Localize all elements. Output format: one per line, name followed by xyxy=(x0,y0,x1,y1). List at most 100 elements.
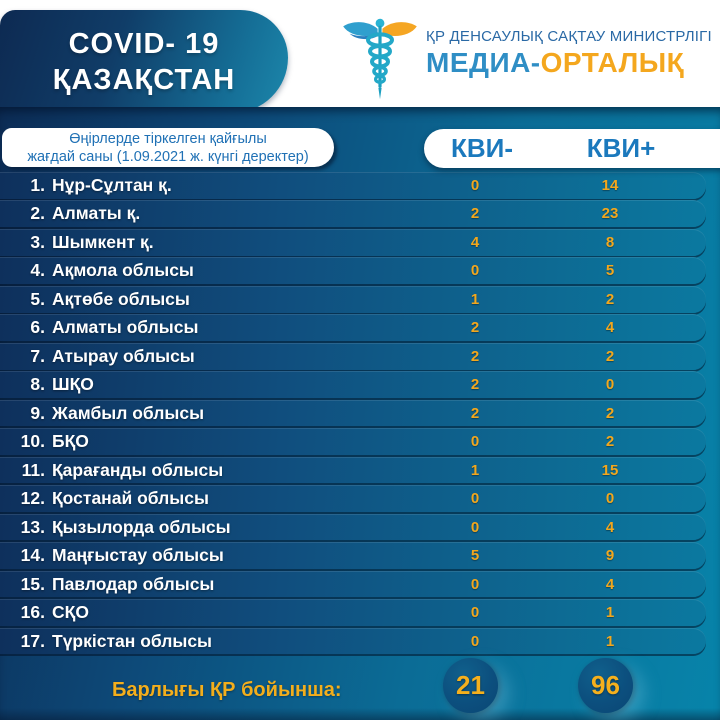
region-kvi-minus-value: 0 xyxy=(470,604,480,622)
column-header-kvi-minus: КВИ- xyxy=(451,133,513,163)
media-center-name: МЕДИА-ОРТАЛЫҚ xyxy=(426,47,712,79)
region-name: ШҚО xyxy=(52,374,94,395)
region-index: 17. xyxy=(20,630,45,651)
region-kvi-minus-value: 1 xyxy=(470,461,480,479)
region-index: 2. xyxy=(30,203,45,224)
region-kvi-plus-value: 1 xyxy=(605,632,615,650)
column-header-pill: КВИ- КВИ+ xyxy=(424,129,720,168)
region-index: 4. xyxy=(30,260,45,281)
region-kvi-minus-value: 2 xyxy=(470,347,480,365)
region-index: 8. xyxy=(30,374,45,395)
region-index: 16. xyxy=(20,602,45,623)
region-kvi-minus-value: 5 xyxy=(470,547,480,565)
region-kvi-minus-value: 1 xyxy=(470,290,480,308)
table-row: 13. Қызылорда облысы 0 4 xyxy=(0,513,706,541)
table-row: 8. ШҚО 2 0 xyxy=(0,371,706,398)
region-kvi-plus-value: 23 xyxy=(601,205,619,223)
table-row: 4. Ақмола облысы 0 5 xyxy=(0,257,706,285)
total-kvi-minus-badge: 21 xyxy=(443,658,498,713)
table-row: 17. Түркістан облысы 0 1 xyxy=(0,627,706,655)
caduceus-icon xyxy=(340,16,420,109)
region-name: Ақтөбе облысы xyxy=(52,288,190,309)
region-index: 11. xyxy=(21,459,45,480)
region-kvi-plus-value: 5 xyxy=(605,262,615,280)
region-kvi-minus-value: 2 xyxy=(470,319,480,337)
region-label: 6. Алматы облысы xyxy=(0,314,706,341)
table-row: 5. Ақтөбе облысы 1 2 xyxy=(0,285,706,313)
table-row: 15. Павлодар облысы 0 4 xyxy=(0,570,706,598)
subtitle-pill: Өңірлерде тіркелген қайғылы жағдай саны … xyxy=(2,128,334,167)
region-kvi-plus-value: 1 xyxy=(605,604,615,622)
region-kvi-plus-value: 2 xyxy=(605,404,615,422)
region-label: 7. Атырау облысы xyxy=(0,343,706,370)
region-index: 15. xyxy=(20,573,45,594)
region-name: Қарағанды облысы xyxy=(52,459,224,480)
region-name: Атырау облысы xyxy=(52,345,195,366)
table-row: 12. Қостанай облысы 0 0 xyxy=(0,485,706,512)
totals-label: Барлығы ҚР бойынша: xyxy=(112,679,342,701)
region-kvi-plus-value: 2 xyxy=(605,347,615,365)
region-kvi-plus-value: 0 xyxy=(605,490,615,508)
region-index: 7. xyxy=(30,345,45,366)
table-row: 11. Қарағанды облысы 1 15 xyxy=(0,456,706,484)
table-row: 16. СҚО 0 1 xyxy=(0,599,706,626)
table-row: 3. Шымкент қ. 4 8 xyxy=(0,228,706,256)
region-kvi-minus-value: 4 xyxy=(470,233,480,251)
region-kvi-minus-value: 0 xyxy=(470,575,480,593)
region-label: 16. СҚО xyxy=(0,599,706,626)
region-kvi-minus-value: 0 xyxy=(470,518,480,536)
region-index: 1. xyxy=(30,174,45,195)
region-label: 1. Нұр-Сұлтан қ. xyxy=(0,172,706,199)
covid-title-box: COVID- 19 ҚАЗАҚСТАН xyxy=(0,10,288,113)
region-kvi-minus-value: 0 xyxy=(470,177,480,194)
column-header-kvi-plus: КВИ+ xyxy=(586,133,656,163)
region-kvi-plus-value: 4 xyxy=(605,518,615,536)
region-kvi-plus-value: 0 xyxy=(605,376,615,394)
region-kvi-minus-value: 2 xyxy=(470,376,480,394)
table-row: 14. Маңғыстау облысы 5 9 xyxy=(0,542,706,569)
region-kvi-minus-value: 0 xyxy=(470,433,480,451)
region-index: 12. xyxy=(20,488,45,509)
region-label: 3. Шымкент қ. xyxy=(0,229,706,256)
subtitle-line1: Өңірлерде тіркелген қайғылы xyxy=(69,130,267,147)
table-row: 6. Алматы облысы 2 4 xyxy=(0,314,706,342)
media-center-name-blue: МЕДИА- xyxy=(426,47,541,78)
region-index: 9. xyxy=(30,402,45,423)
region-name: Жамбыл облысы xyxy=(52,402,205,423)
region-label: 9. Жамбыл облысы xyxy=(0,400,706,427)
region-name: Қызылорда облысы xyxy=(52,516,231,537)
covid-title-line2: ҚАЗАҚСТАН xyxy=(52,63,236,96)
region-kvi-minus-value: 0 xyxy=(470,262,480,280)
region-index: 14. xyxy=(20,545,45,566)
region-name: Қостанай облысы xyxy=(52,488,209,509)
region-kvi-plus-value: 15 xyxy=(601,461,619,479)
region-name: Шымкент қ. xyxy=(52,231,154,252)
region-kvi-plus-value: 4 xyxy=(605,575,615,593)
region-kvi-plus-value: 14 xyxy=(601,177,619,194)
region-kvi-plus-value: 4 xyxy=(605,319,615,337)
region-label: 11. Қарағанды облысы xyxy=(0,457,706,484)
region-index: 6. xyxy=(30,317,45,338)
region-kvi-minus-value: 2 xyxy=(470,404,480,422)
table-row: 9. Жамбыл облысы 2 2 xyxy=(0,399,706,427)
region-label: 8. ШҚО xyxy=(0,371,706,398)
region-name: Алматы облысы xyxy=(52,317,199,338)
region-name: Ақмола облысы xyxy=(52,260,194,281)
region-name: Маңғыстау облысы xyxy=(52,545,224,566)
region-name: Алматы қ. xyxy=(52,203,141,224)
total-kvi-plus-badge: 96 xyxy=(578,658,633,713)
region-kvi-minus-value: 0 xyxy=(470,632,480,650)
region-label: 14. Маңғыстау облысы xyxy=(0,542,706,569)
region-label: 12. Қостанай облысы xyxy=(0,485,706,512)
subtitle-line2: жағдай саны (1.09.2021 ж. күнгі деректер… xyxy=(27,148,309,165)
region-index: 5. xyxy=(30,288,45,309)
region-label: 17. Түркістан облысы xyxy=(0,628,706,655)
region-kvi-minus-value: 0 xyxy=(470,490,480,508)
covid-title-line1: COVID- 19 xyxy=(68,27,220,60)
region-index: 13. xyxy=(20,516,45,537)
region-label: 5. Ақтөбе облысы xyxy=(0,286,706,313)
table-row: 10. БҚО 0 2 xyxy=(0,428,706,455)
region-name: Түркістан облысы xyxy=(52,630,213,651)
region-kvi-plus-value: 2 xyxy=(605,290,615,308)
